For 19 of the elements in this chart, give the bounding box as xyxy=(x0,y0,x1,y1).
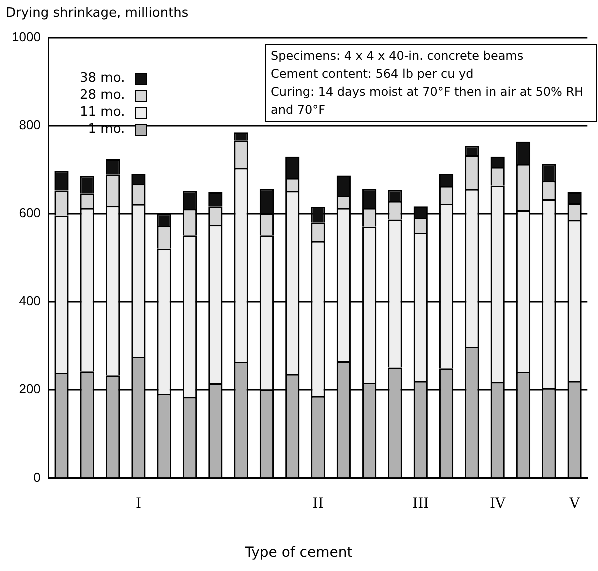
x-axis-title: Type of cement xyxy=(244,545,354,561)
y-tick-label: 800 xyxy=(19,118,41,133)
legend-label: 11 mo. xyxy=(80,104,126,121)
y-axis-title: Drying shrinkage, millionths xyxy=(6,6,189,21)
legend-label: 38 mo. xyxy=(80,70,126,87)
x-tick-label: III xyxy=(412,496,430,512)
x-tick-label: V xyxy=(568,496,581,512)
y-tick-label: 1000 xyxy=(12,30,41,45)
x-tick-label: IV xyxy=(490,496,507,512)
annotation: Specimens: 4 x 4 x 40-in. concrete beams xyxy=(271,48,525,65)
annotation: Curing: 14 days moist at 70°F then in air at 50% RH and 70°F xyxy=(271,84,585,119)
y-tick-label: 400 xyxy=(19,294,41,309)
annotation: Cement content: 564 lb per cu yd xyxy=(271,66,475,83)
y-tick-label: 600 xyxy=(19,206,41,221)
x-tick-label: I xyxy=(136,496,142,512)
x-tick-label: II xyxy=(312,496,324,512)
y-tick-label: 0 xyxy=(34,470,41,485)
y-tick-label: 200 xyxy=(19,382,41,397)
legend-label: 28 mo. xyxy=(80,87,126,104)
